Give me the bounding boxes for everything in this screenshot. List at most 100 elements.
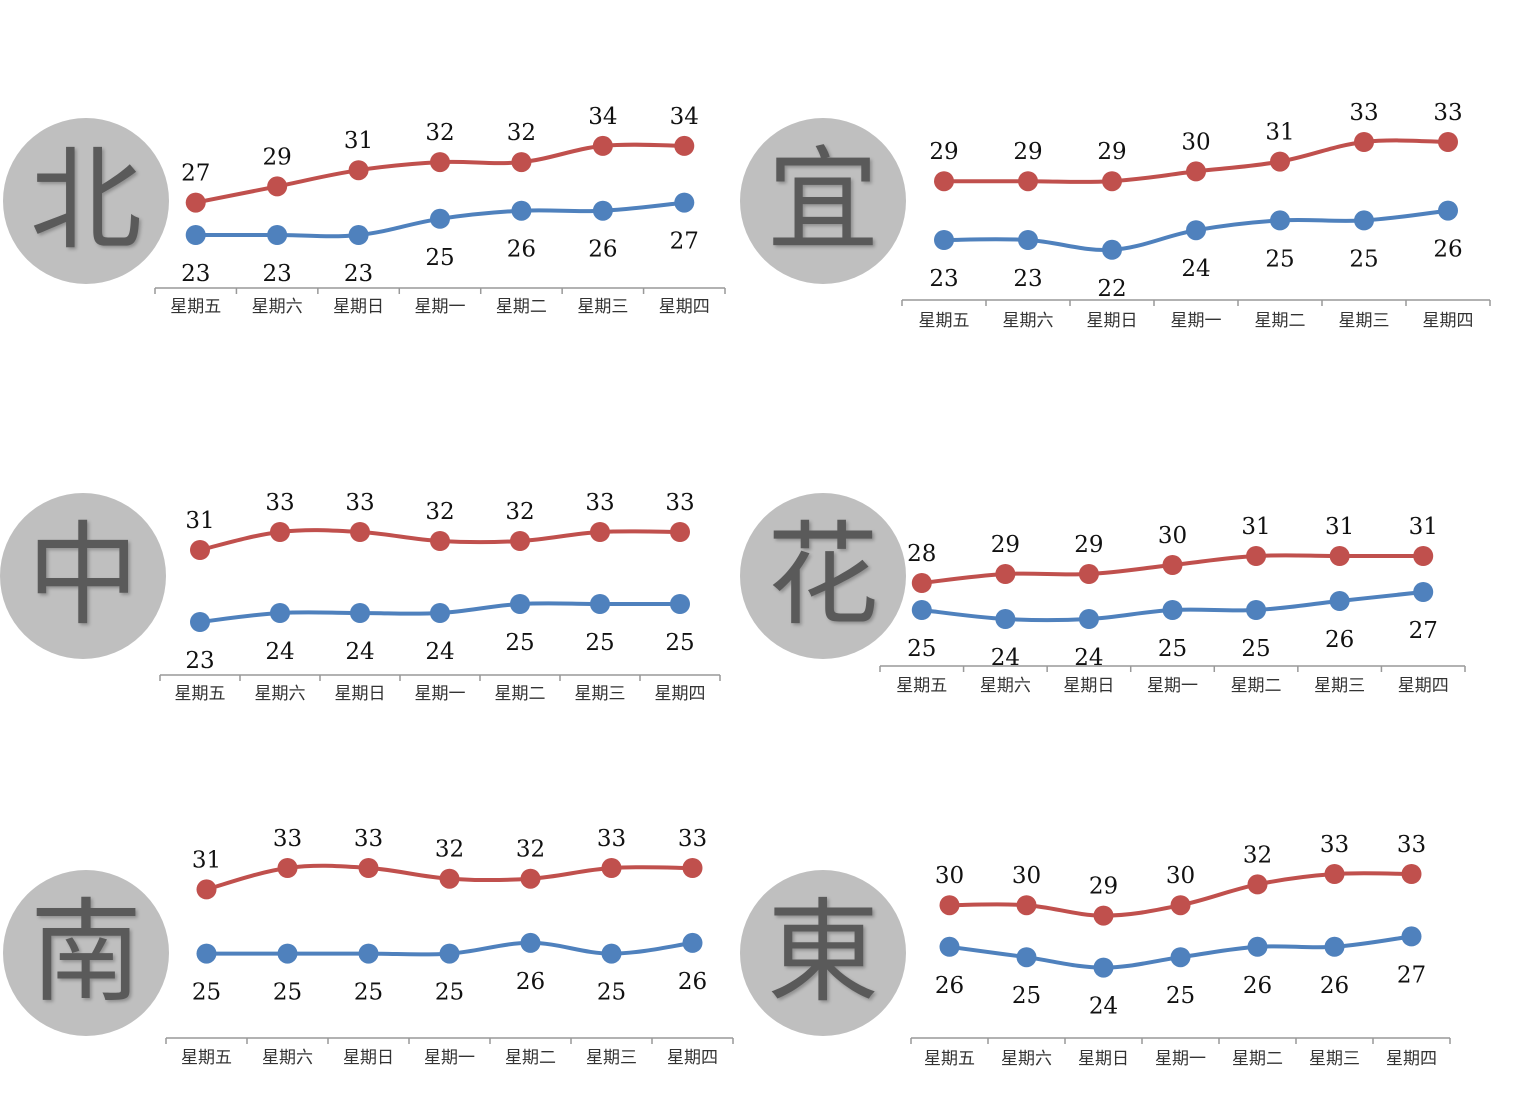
- data-point: [601, 858, 622, 878]
- x-tick-label: 星期一: [1171, 311, 1222, 331]
- data-label: 25: [1349, 246, 1378, 272]
- data-point: [1329, 546, 1350, 566]
- data-label: 25: [425, 245, 454, 271]
- region-badge-yilan: 宜: [740, 118, 906, 284]
- x-tick-label: 星期日: [333, 297, 384, 317]
- data-point: [1324, 936, 1345, 957]
- region-label: 北: [30, 136, 142, 266]
- data-label: 25: [505, 630, 534, 656]
- data-label: 25: [192, 980, 221, 1006]
- x-tick-label: 星期四: [667, 1048, 718, 1068]
- data-label: 32: [425, 120, 454, 146]
- data-label: 29: [1097, 139, 1126, 165]
- region-label: 宜: [767, 136, 879, 266]
- region-badge-central: 中: [0, 493, 166, 659]
- data-label: 24: [345, 639, 374, 665]
- data-point: [1018, 171, 1038, 192]
- data-label: 25: [1012, 983, 1041, 1009]
- data-point: [430, 603, 450, 623]
- region-label: 花: [767, 511, 879, 641]
- data-point: [1162, 600, 1183, 620]
- x-tick-label: 星期三: [577, 297, 628, 317]
- data-point: [511, 200, 532, 221]
- data-label: 32: [507, 120, 536, 146]
- data-label: 26: [507, 237, 536, 263]
- data-point: [277, 858, 298, 878]
- data-label: 31: [185, 508, 214, 534]
- x-tick-label: 星期三: [1339, 311, 1390, 331]
- x-tick-label: 星期二: [1231, 676, 1282, 696]
- data-point: [592, 200, 613, 221]
- chart-宜: 星期五 星期六 星期日 星期一 星期二 星期三 星期四 29 29 29 30 31 33 33 23 23 2…: [901, 100, 1491, 331]
- data-label: 33: [1349, 100, 1378, 126]
- data-label: 23: [344, 261, 373, 287]
- data-label: 33: [354, 826, 383, 852]
- data-point: [1170, 895, 1191, 916]
- data-label: 25: [585, 630, 614, 656]
- data-point: [995, 609, 1016, 629]
- data-point: [1016, 895, 1037, 916]
- data-point: [674, 192, 695, 213]
- data-point: [196, 879, 217, 900]
- x-tick-label: 星期六: [1003, 311, 1054, 331]
- data-point: [911, 600, 932, 620]
- data-point: [190, 540, 210, 560]
- data-point: [439, 868, 460, 889]
- data-label: 34: [588, 104, 617, 130]
- data-label: 30: [935, 863, 964, 889]
- data-point: [1093, 957, 1114, 978]
- x-tick-label: 星期日: [1087, 311, 1138, 331]
- data-label: 25: [1158, 636, 1187, 662]
- data-point: [185, 192, 206, 213]
- data-label: 26: [1320, 973, 1349, 999]
- x-tick-label: 星期四: [1386, 1049, 1437, 1069]
- data-label: 24: [1074, 645, 1103, 671]
- region-label: 中: [27, 511, 139, 641]
- data-point: [1102, 171, 1122, 192]
- data-point: [1354, 132, 1374, 152]
- data-label: 22: [1097, 276, 1126, 302]
- x-tick-label: 星期六: [262, 1048, 313, 1068]
- data-point: [1438, 132, 1458, 152]
- data-label: 29: [1074, 532, 1103, 558]
- data-point: [674, 135, 695, 156]
- region-label: 南: [30, 888, 142, 1018]
- data-point: [196, 943, 217, 964]
- data-point: [510, 594, 530, 614]
- data-label: 29: [1013, 139, 1042, 165]
- region-badge-hualien: 花: [740, 493, 906, 659]
- x-tick-label: 星期一: [415, 684, 466, 704]
- data-label: 26: [1325, 627, 1354, 653]
- chart-花: 星期五 星期六 星期日 星期一 星期二 星期三 星期四 28 29 29 30 31 31 31 25 24 2…: [879, 514, 1466, 696]
- data-point: [1324, 864, 1345, 884]
- data-point: [350, 522, 370, 542]
- x-tick-label: 星期日: [335, 684, 386, 704]
- data-point: [1247, 936, 1268, 957]
- chart-東: 星期五 星期六 星期日 星期一 星期二 星期三 星期四 30 30 29 30 32 33 33 26 25 2…: [910, 832, 1451, 1069]
- data-label: 32: [435, 837, 464, 863]
- x-tick-label: 星期四: [1423, 311, 1474, 331]
- x-tick-label: 星期六: [1001, 1049, 1052, 1069]
- x-tick-label: 星期一: [1147, 676, 1198, 696]
- data-point: [911, 573, 932, 593]
- data-point: [670, 522, 690, 542]
- data-point: [520, 868, 541, 889]
- data-label: 24: [265, 639, 294, 665]
- data-point: [1093, 905, 1114, 926]
- data-point: [1401, 864, 1422, 884]
- data-label: 25: [1265, 246, 1294, 272]
- x-tick-label: 星期三: [1314, 676, 1365, 696]
- data-point: [939, 936, 960, 957]
- data-label: 29: [929, 139, 958, 165]
- data-label: 25: [1166, 983, 1195, 1009]
- data-point: [934, 230, 954, 250]
- data-label: 27: [670, 229, 699, 255]
- x-tick-label: 星期五: [896, 676, 947, 696]
- data-point: [1186, 161, 1206, 182]
- data-label: 25: [273, 980, 302, 1006]
- data-label: 33: [585, 490, 614, 516]
- data-label: 27: [1397, 962, 1426, 988]
- x-tick-label: 星期五: [924, 1049, 975, 1069]
- data-label: 25: [1241, 636, 1270, 662]
- data-point: [511, 152, 532, 173]
